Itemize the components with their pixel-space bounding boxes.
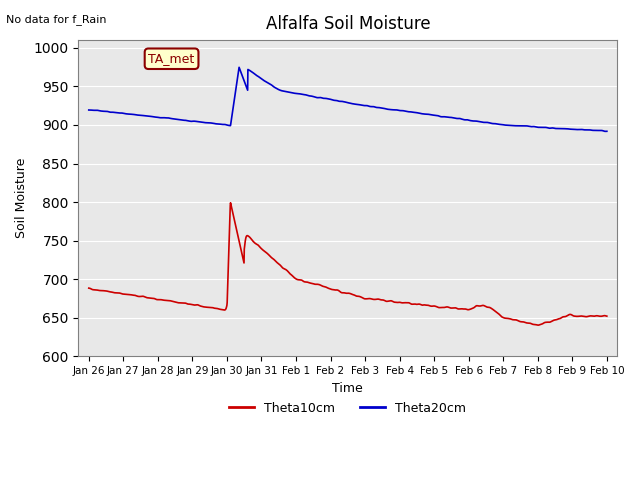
Theta10cm <box>85 285 93 291</box>
Theta20cm <box>111 109 119 115</box>
X-axis label: Time: Time <box>332 382 363 395</box>
Theta10cm <box>323 285 331 291</box>
Theta20cm <box>493 121 501 127</box>
Theta10cm <box>337 289 345 295</box>
Y-axis label: Soil Moisture: Soil Moisture <box>15 158 28 239</box>
Line: Theta20cm: Theta20cm <box>89 67 607 132</box>
Theta10cm <box>589 313 596 319</box>
Theta10cm <box>111 290 119 296</box>
Title: Alfalfa Soil Moisture: Alfalfa Soil Moisture <box>266 15 430 33</box>
Theta20cm <box>337 98 345 104</box>
Line: Theta10cm: Theta10cm <box>89 203 607 325</box>
Theta10cm <box>534 322 542 328</box>
Text: TA_met: TA_met <box>148 52 195 65</box>
Theta10cm <box>603 313 611 319</box>
Theta20cm <box>603 129 611 134</box>
Theta10cm <box>493 310 501 315</box>
Theta20cm <box>602 129 609 134</box>
Theta20cm <box>588 127 596 133</box>
Theta10cm <box>227 200 234 205</box>
Legend: Theta10cm, Theta20cm: Theta10cm, Theta20cm <box>224 396 471 420</box>
Text: No data for f_Rain: No data for f_Rain <box>6 14 107 25</box>
Theta20cm <box>85 107 93 113</box>
Theta10cm <box>588 313 596 319</box>
Theta20cm <box>588 127 596 133</box>
Theta20cm <box>323 96 331 102</box>
Theta20cm <box>236 64 243 70</box>
